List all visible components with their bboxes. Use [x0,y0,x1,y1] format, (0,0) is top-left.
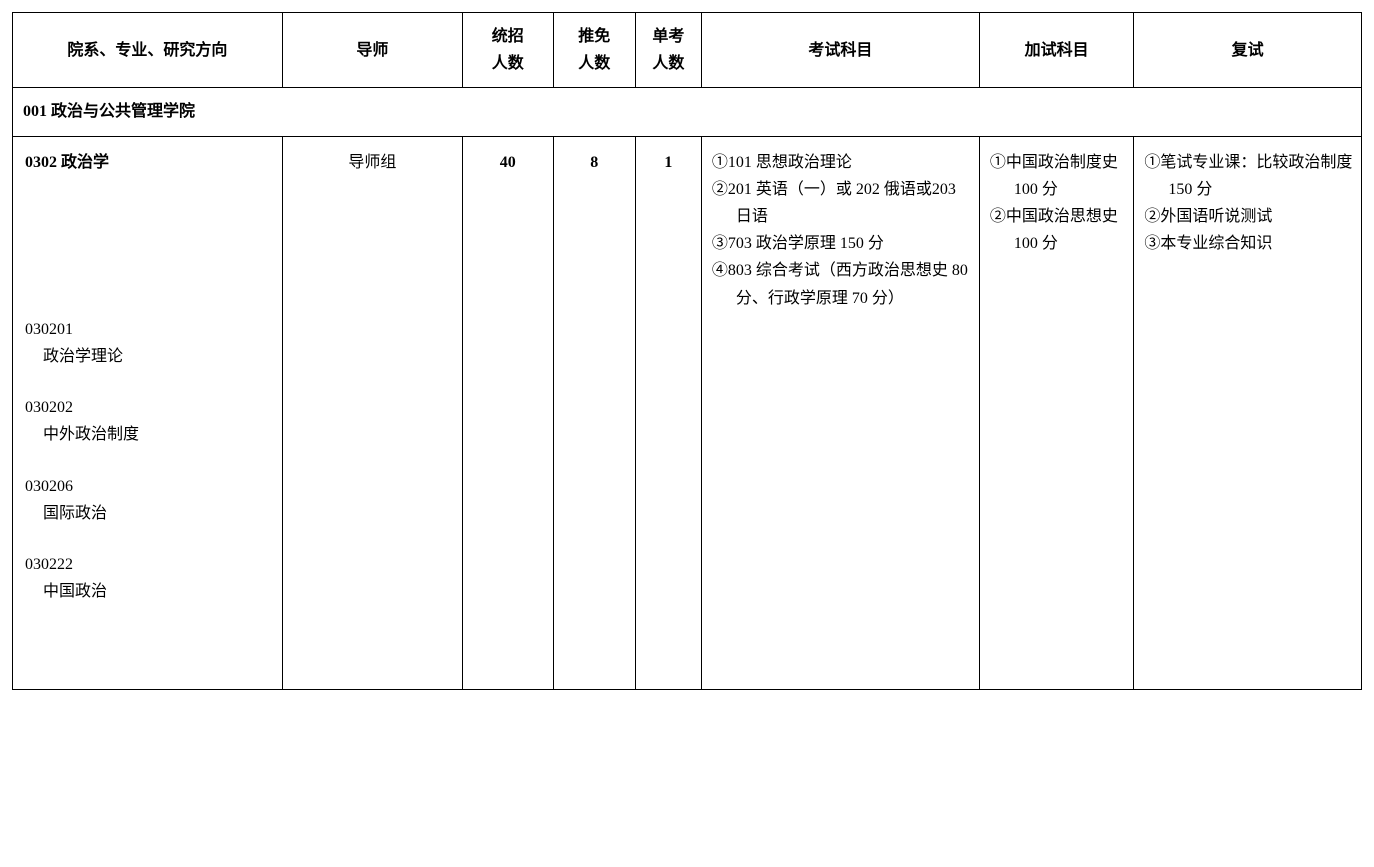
major-heading: 0302 政治学 [25,154,109,171]
additional-item: ①中国政治制度史 100 分 [990,149,1125,203]
header-dept: 院系、专业、研究方向 [13,13,283,88]
retest-cell: ①笔试专业课：比较政治制度 150 分 ②外国语听说测试 ③本专业综合知识 [1134,136,1362,690]
sub-major-name: 国际政治 [25,500,270,527]
unified-cell: 40 [463,136,554,690]
dept-cell: 0302 政治学 030201 政治学理论 030202 中外政治制度 0302… [13,136,283,690]
section-title: 001 政治与公共管理学院 [13,88,1362,136]
admissions-table: 院系、专业、研究方向 导师 统招 人数 推免 人数 单考 人数 考试科目 加试科… [12,12,1362,690]
exam-item: ②201 英语（一）或 202 俄语或203 日语 [712,176,971,230]
exam-item: ③703 政治学原理 150 分 [712,230,971,257]
sub-major-code: 030206 [25,473,270,500]
header-advisor: 导师 [282,13,462,88]
exam-cell: ①101 思想政治理论 ②201 英语（一）或 202 俄语或203 日语 ③7… [701,136,979,690]
sub-major-code: 030201 [25,316,270,343]
header-retest: 复试 [1134,13,1362,88]
exam-item: ①101 思想政治理论 [712,149,971,176]
sub-major-name: 政治学理论 [25,343,270,370]
header-single: 单考 人数 [635,13,701,88]
additional-item: ②中国政治思想史 100 分 [990,203,1125,257]
exam-item: ④803 综合考试（西方政治思想史 80 分、行政学原理 70 分） [712,257,971,311]
single-cell: 1 [635,136,701,690]
data-row: 0302 政治学 030201 政治学理论 030202 中外政治制度 0302… [13,136,1362,690]
retest-item: ②外国语听说测试 [1144,203,1353,230]
retest-item: ①笔试专业课：比较政治制度 150 分 [1144,149,1353,203]
section-row: 001 政治与公共管理学院 [13,88,1362,136]
header-exam: 考试科目 [701,13,979,88]
sub-major-code: 030222 [25,551,270,578]
sub-major-name: 中国政治 [25,578,270,605]
recommend-cell: 8 [553,136,635,690]
retest-item: ③本专业综合知识 [1144,230,1353,257]
header-additional: 加试科目 [979,13,1133,88]
header-recommend: 推免 人数 [553,13,635,88]
sub-major-code: 030202 [25,394,270,421]
additional-cell: ①中国政治制度史 100 分 ②中国政治思想史 100 分 [979,136,1133,690]
header-unified: 统招 人数 [463,13,554,88]
advisor-cell: 导师组 [282,136,462,690]
header-row: 院系、专业、研究方向 导师 统招 人数 推免 人数 单考 人数 考试科目 加试科… [13,13,1362,88]
sub-major-name: 中外政治制度 [25,421,270,448]
